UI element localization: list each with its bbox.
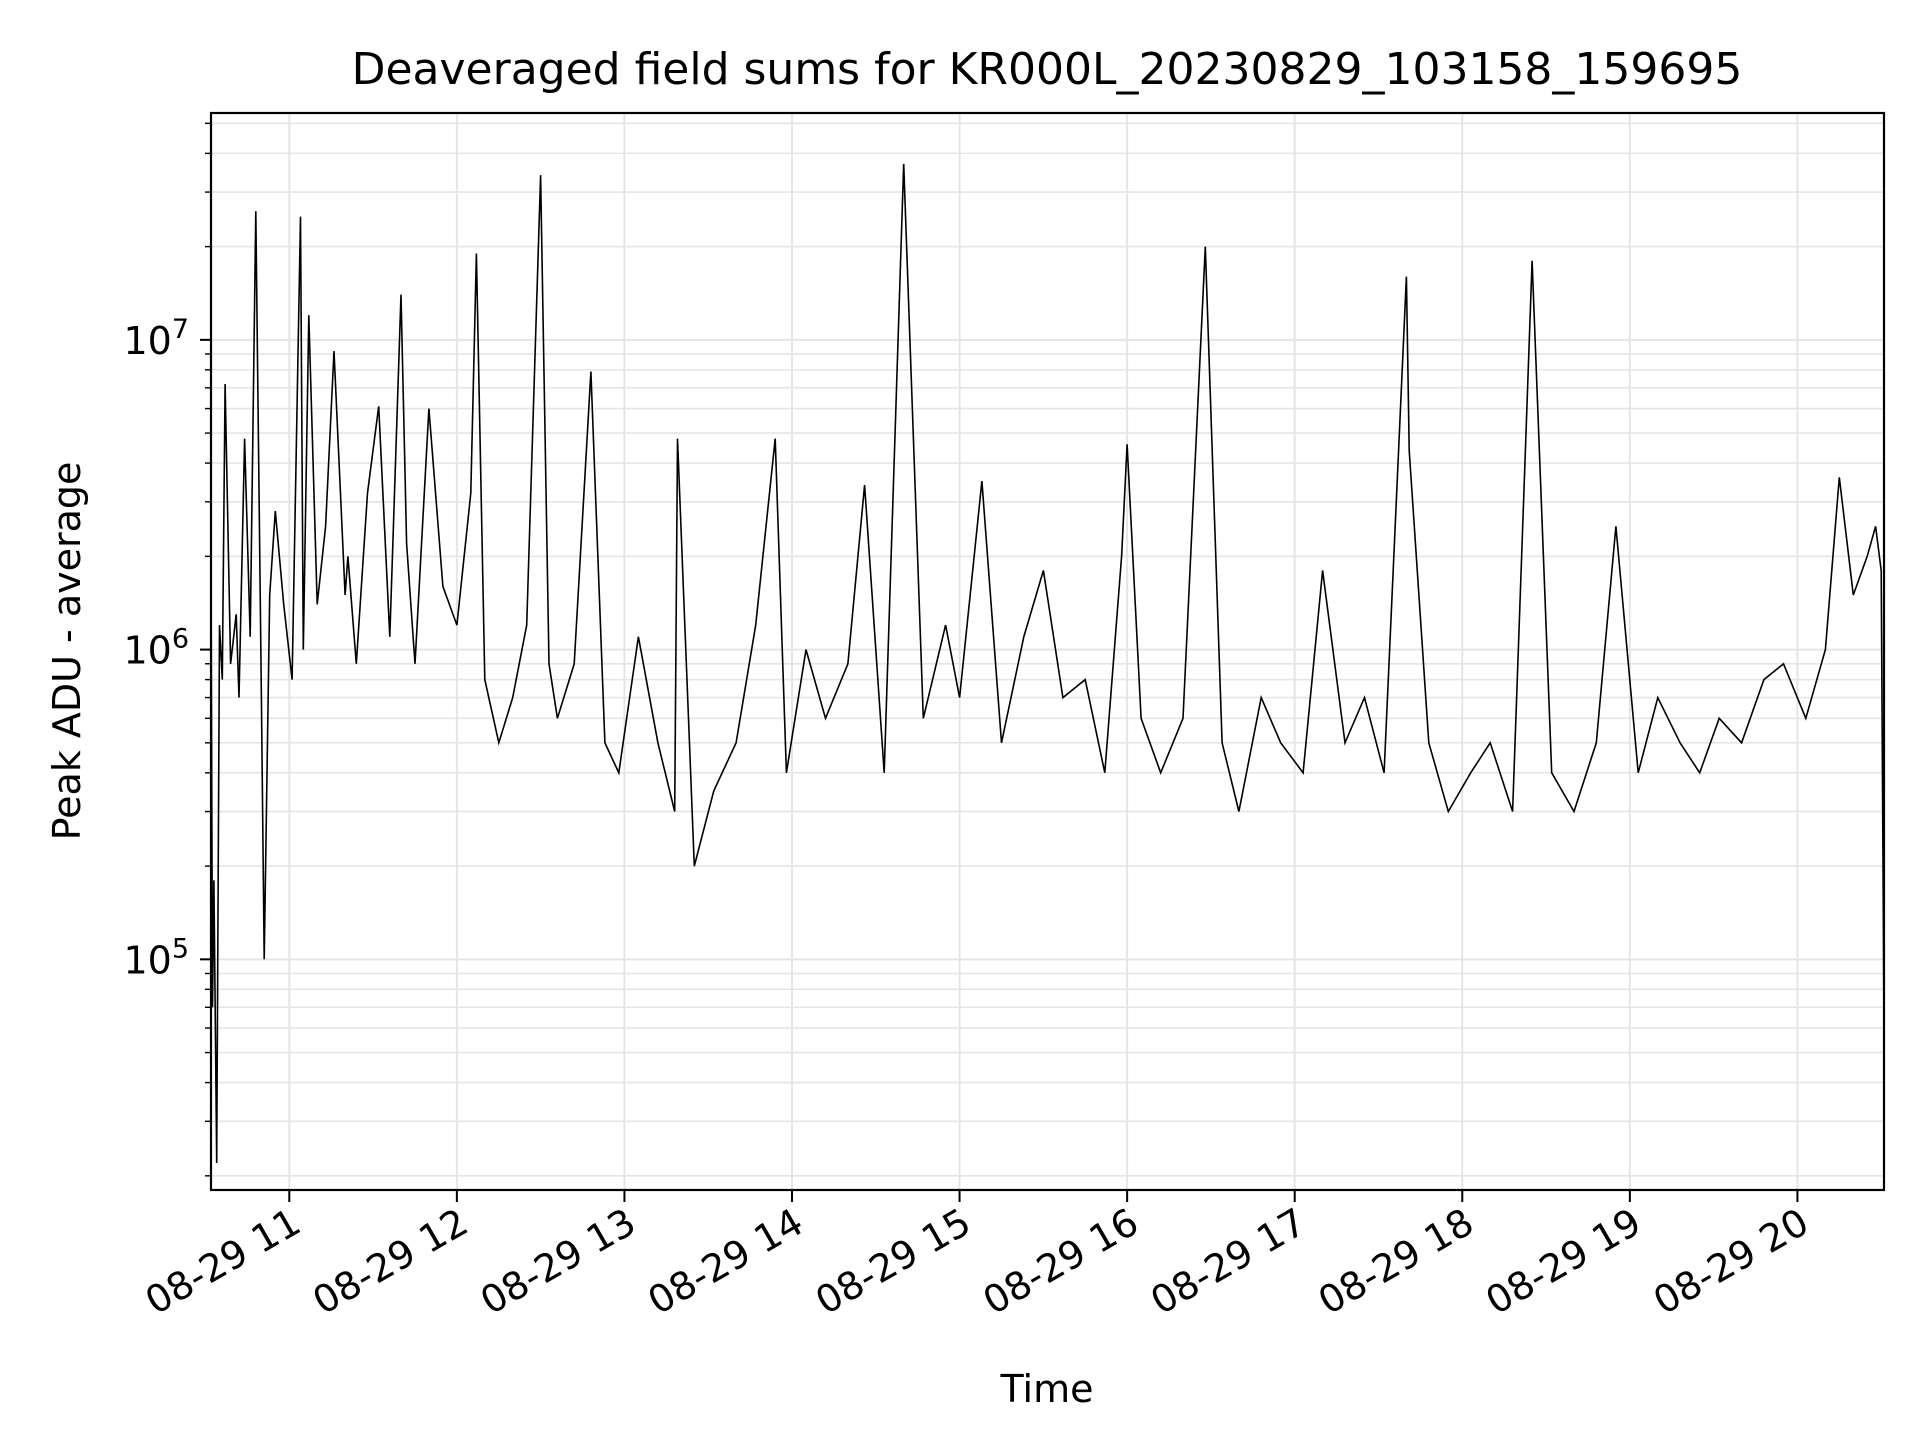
y-tick-base: 10: [123, 629, 171, 673]
y-tick-exponent: 6: [172, 624, 189, 655]
y-tick-label: 105: [123, 933, 189, 982]
y-tick-exponent: 5: [172, 933, 189, 964]
grid: [211, 113, 1884, 1190]
y-axis-label: Peak ADU - average: [45, 462, 89, 841]
chart-title: Deaveraged field sums for KR000L_2023082…: [352, 44, 1743, 95]
y-tick-base: 10: [123, 938, 171, 982]
data-layer: [210, 163, 1885, 1164]
y-tick-label: 107: [123, 314, 189, 363]
plot-frame: [209, 111, 1886, 1192]
x-axis-label: Time: [1000, 1367, 1094, 1411]
y-tick-label: 106: [123, 624, 189, 673]
y-tick-base: 10: [123, 319, 171, 363]
series-line: [210, 163, 1885, 1164]
y-tick-exponent: 7: [172, 314, 189, 345]
